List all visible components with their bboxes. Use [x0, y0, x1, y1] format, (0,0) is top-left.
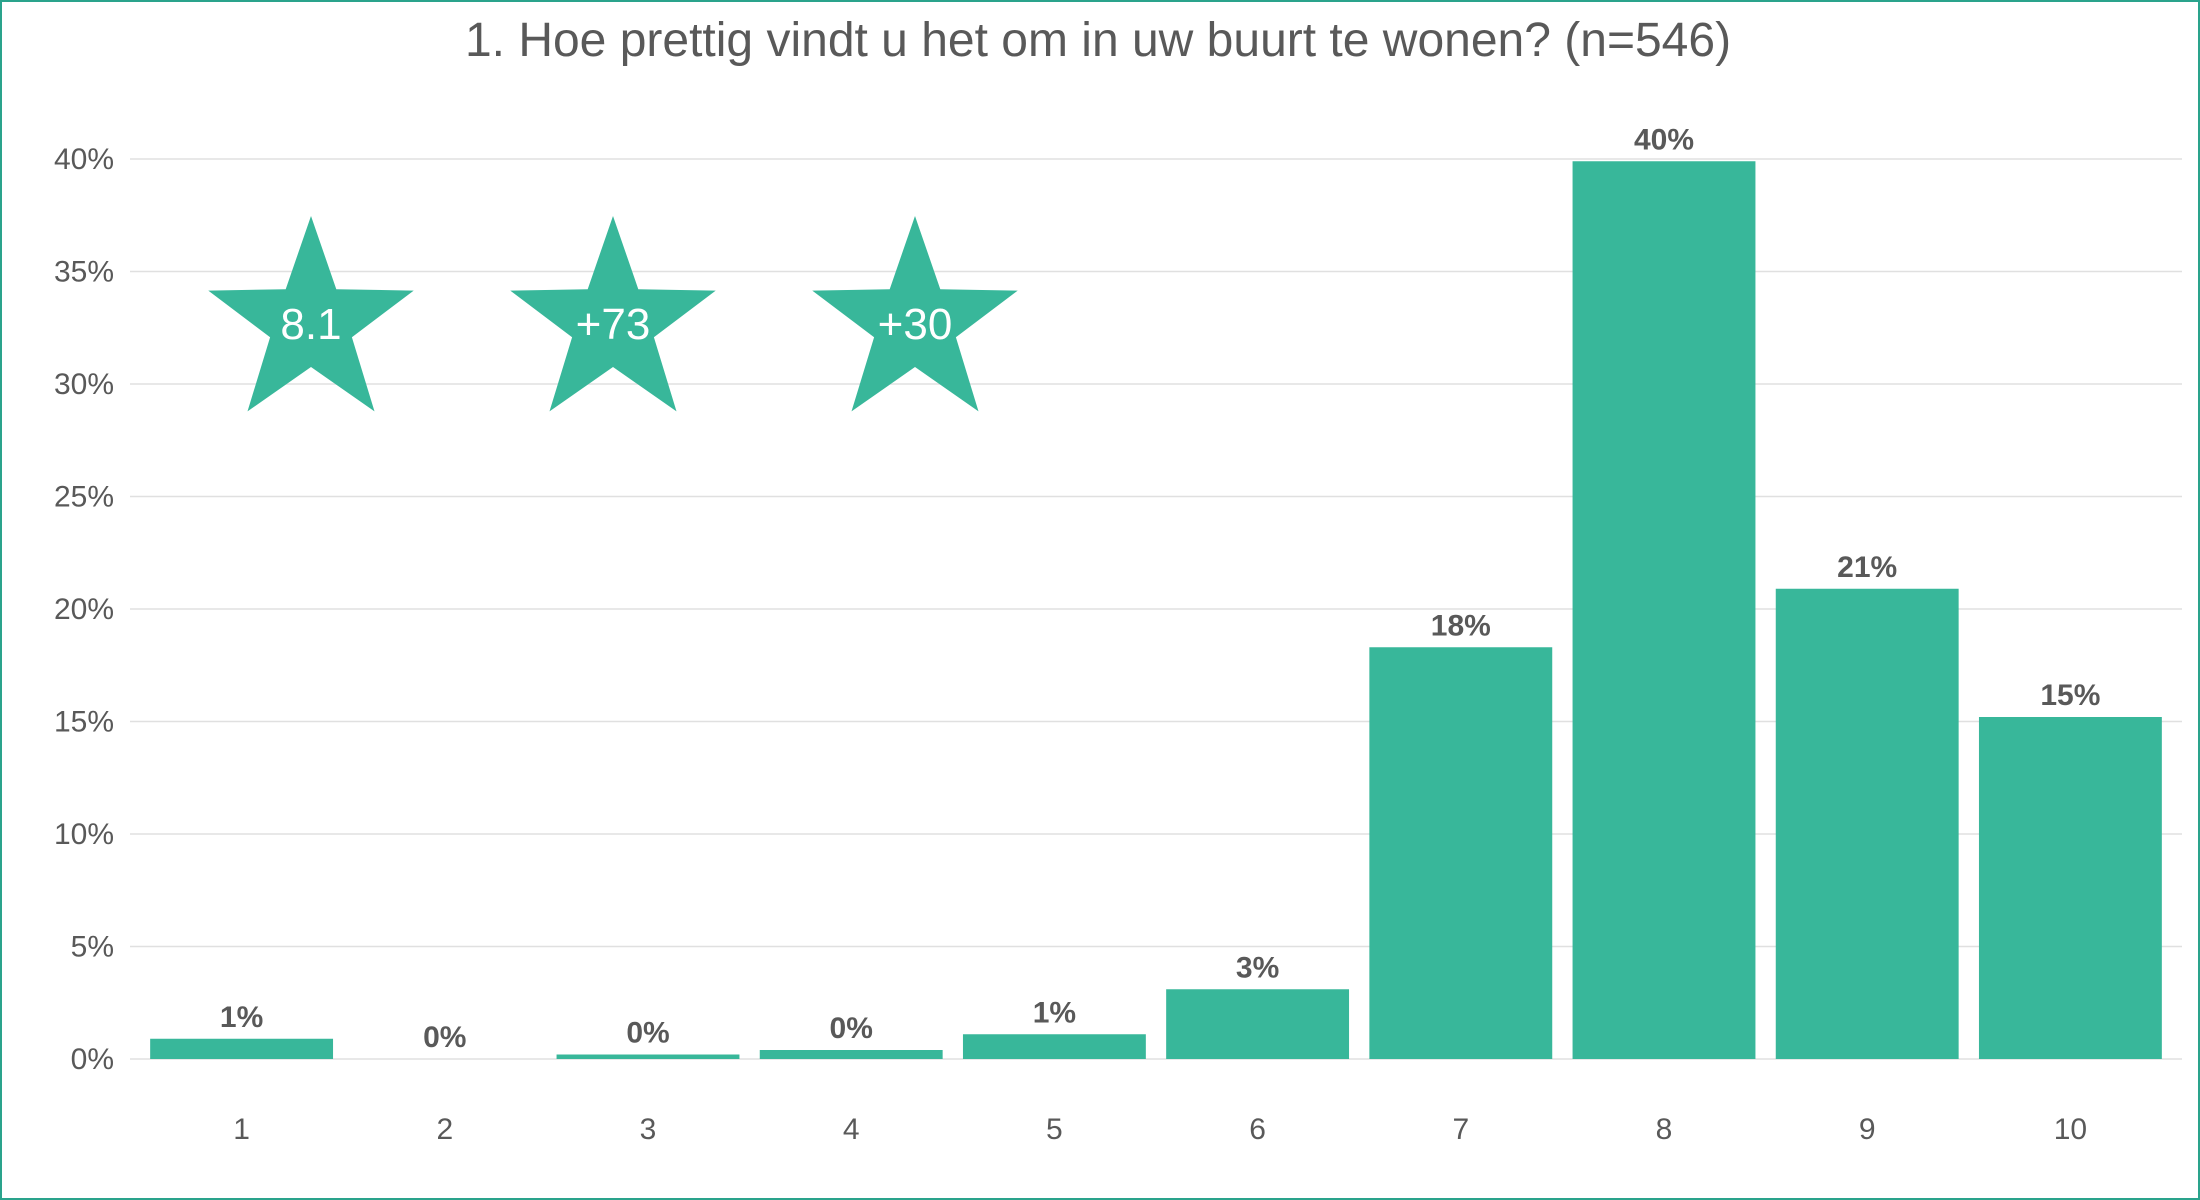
x-tick-label-9: 9 — [1859, 1113, 1876, 1146]
x-tick-label-4: 4 — [843, 1113, 860, 1146]
star-icon — [208, 216, 414, 412]
star-badge: +30 — [812, 216, 1018, 412]
bar-6 — [1166, 989, 1350, 1059]
bar-9 — [1775, 588, 1959, 1059]
x-axis: 1 2 3 4 5 6 7 8 9 10 — [233, 1113, 2087, 1146]
data-label-2: 0% — [423, 1021, 466, 1054]
star-badge-value: +73 — [576, 300, 651, 349]
data-label-5: 1% — [1033, 996, 1076, 1029]
data-label-6: 3% — [1236, 951, 1279, 984]
x-tick-label-1: 1 — [233, 1113, 250, 1146]
star-badge: +73 — [510, 216, 716, 412]
y-tick-label: 35% — [54, 256, 114, 289]
bar-8 — [1572, 161, 1756, 1059]
y-tick-label: 30% — [54, 368, 114, 401]
data-label-10: 15% — [2040, 679, 2100, 712]
y-tick-label: 20% — [54, 593, 114, 626]
star-badges: 8.1 +73 +30 — [208, 216, 1018, 412]
bar-10 — [1978, 717, 2162, 1059]
y-tick-label: 0% — [71, 1043, 114, 1076]
y-tick-label: 15% — [54, 706, 114, 739]
data-label-8: 40% — [1634, 123, 1694, 156]
bar-5 — [962, 1034, 1146, 1059]
bar-4 — [759, 1050, 943, 1059]
star-icon — [510, 216, 716, 412]
data-label-7: 18% — [1431, 609, 1491, 642]
bar-1 — [150, 1038, 334, 1059]
data-label-1: 1% — [220, 1001, 263, 1034]
bar-3 — [556, 1054, 740, 1059]
bars — [150, 161, 2162, 1059]
gridlines — [130, 158, 2182, 1060]
chart-title: 1. Hoe prettig vindt u het om in uw buur… — [465, 14, 1731, 67]
y-tick-label: 25% — [54, 481, 114, 514]
star-badge: 8.1 — [208, 216, 414, 412]
x-tick-label-2: 2 — [436, 1113, 453, 1146]
x-tick-label-5: 5 — [1046, 1113, 1063, 1146]
x-tick-label-8: 8 — [1656, 1113, 1673, 1146]
x-tick-label-10: 10 — [2054, 1113, 2087, 1146]
x-tick-label-3: 3 — [640, 1113, 657, 1146]
star-badge-value: 8.1 — [280, 300, 341, 349]
y-axis: 0% 5% 10% 15% 20% 25% 30% 35% 40% — [54, 143, 114, 1076]
data-label-9: 21% — [1837, 551, 1897, 584]
data-labels: 1% 0% 0% 0% 1% 3% 18% 40% 21% 15% — [220, 123, 2101, 1054]
y-tick-label: 5% — [71, 931, 114, 964]
data-label-3: 0% — [626, 1017, 669, 1050]
x-tick-label-7: 7 — [1452, 1113, 1469, 1146]
x-tick-label-6: 6 — [1249, 1113, 1266, 1146]
data-label-4: 0% — [830, 1012, 873, 1045]
y-tick-label: 40% — [54, 143, 114, 176]
y-tick-label: 10% — [54, 818, 114, 851]
bar-7 — [1369, 647, 1553, 1059]
star-icon — [812, 216, 1018, 412]
star-badge-value: +30 — [878, 300, 953, 349]
